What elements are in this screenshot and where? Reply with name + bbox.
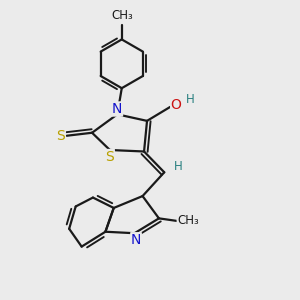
Text: CH₃: CH₃	[177, 214, 199, 227]
Text: S: S	[56, 129, 65, 143]
Text: CH₃: CH₃	[111, 9, 133, 22]
Text: O: O	[171, 98, 182, 112]
Text: H: H	[174, 160, 183, 173]
Text: N: N	[112, 102, 122, 116]
Text: N: N	[131, 233, 141, 247]
Text: H: H	[186, 93, 195, 106]
Text: S: S	[106, 149, 114, 164]
